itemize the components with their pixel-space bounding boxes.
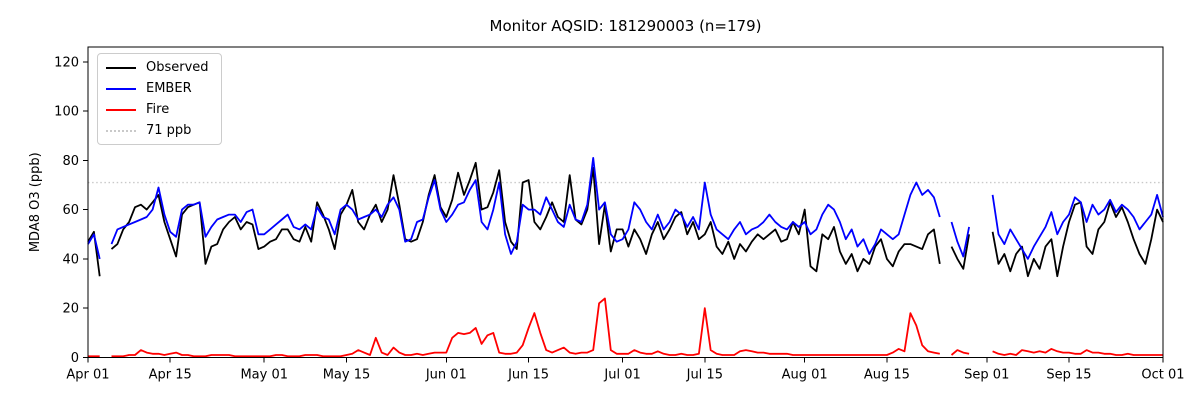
y-tick-label: 120 [54,55,79,70]
y-tick-label: 40 [62,252,79,267]
legend: Observed EMBER Fire 71 ppb [97,53,222,145]
x-tick-label: Jul 15 [686,368,723,383]
legend-label-ember: EMBER [146,81,192,96]
series-line-observed [87,161,1164,278]
y-tick-label: 60 [62,203,79,218]
x-tick-label: Jun 01 [425,368,467,383]
series-line-fire [88,297,1163,358]
chart-title: Monitor AQSID: 181290003 (n=179) [490,17,762,35]
y-tick-label: 80 [62,154,79,169]
legend-label-threshold: 71 ppb [146,123,192,138]
x-tick-label: May 01 [240,368,288,383]
legend-item-observed: Observed [106,60,209,75]
axes-frame [87,46,1164,358]
legend-item-fire: Fire [106,102,209,117]
ember-line-swatch [106,87,136,90]
x-tick-label: Oct 01 [1141,368,1184,383]
x-tick-label: May 15 [323,368,371,383]
series-line-ember [87,157,1164,260]
y-axis-label: MDA8 O3 (ppb) [28,152,43,252]
x-tick-label: Jul 01 [603,368,640,383]
x-tick-label: Jun 15 [507,368,549,383]
x-tick-label: Sep 15 [1046,368,1091,383]
x-tick-label: Apr 15 [149,368,192,383]
y-tick-label: 20 [62,302,79,317]
legend-label-observed: Observed [146,60,209,75]
threshold-line-swatch [106,129,136,132]
observed-line-swatch [106,66,136,69]
x-tick-label: Aug 15 [864,368,910,383]
y-tick-label: 100 [54,105,79,120]
legend-item-threshold: 71 ppb [106,123,209,138]
x-tick-label: Sep 01 [964,368,1009,383]
legend-item-ember: EMBER [106,81,209,96]
y-tick-label: 0 [71,351,79,366]
x-tick-label: Apr 01 [66,368,109,383]
fire-line-swatch [106,108,136,111]
legend-label-fire: Fire [146,102,170,117]
x-tick-label: Aug 01 [782,368,828,383]
